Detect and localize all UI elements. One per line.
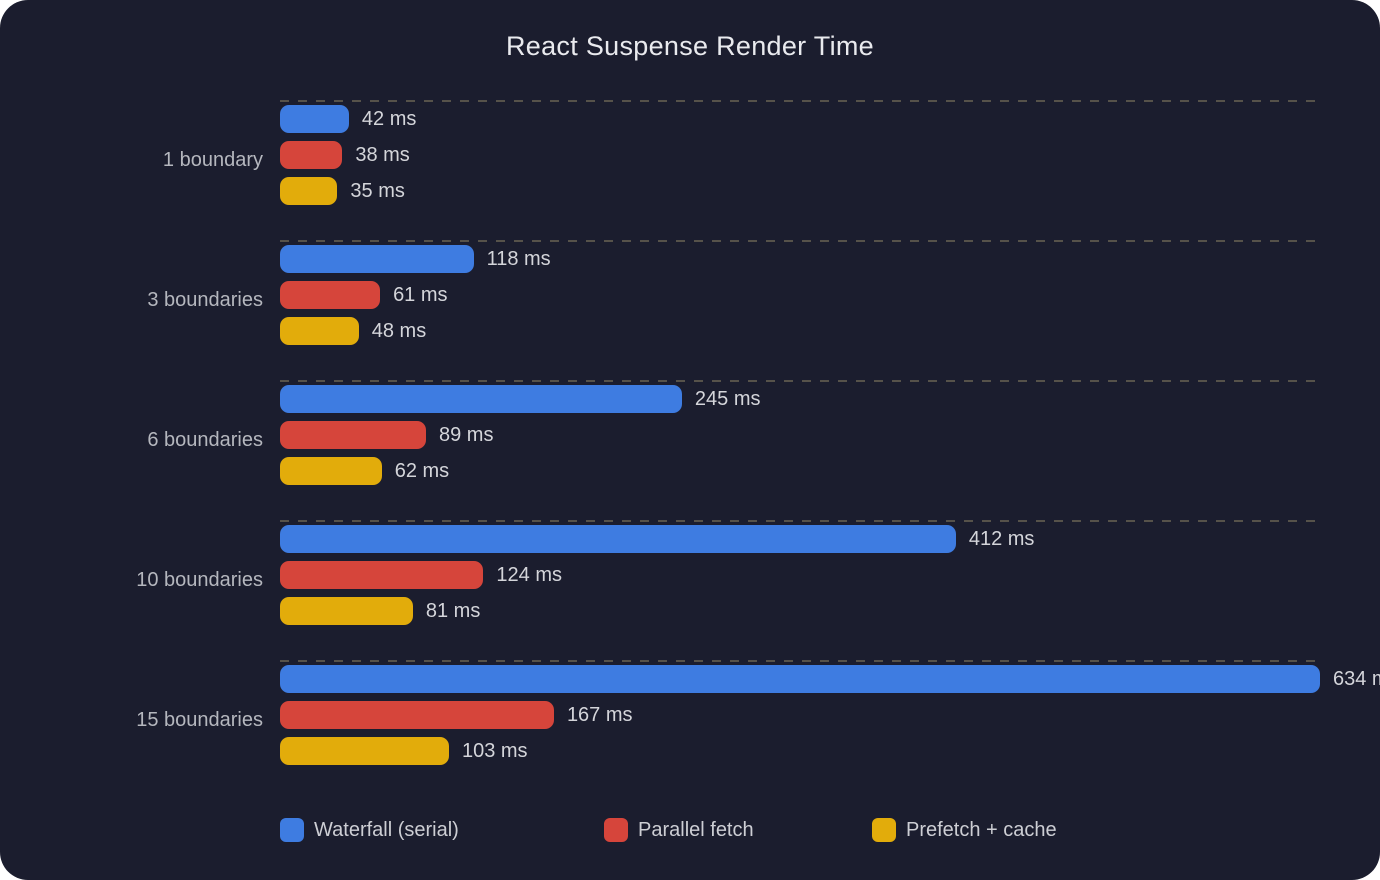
parallel-fetch-bar xyxy=(280,561,484,589)
group-separator xyxy=(280,660,1318,662)
prefetch-cache-swatch-icon xyxy=(872,818,896,842)
bar-value-label: 124 ms xyxy=(496,563,562,586)
bar-value-label: 48 ms xyxy=(371,319,427,342)
prefetch-cache-bar xyxy=(280,177,338,205)
waterfall-swatch-icon xyxy=(280,818,304,842)
waterfall-bar xyxy=(280,245,474,273)
bar-group-6-boundaries: 6 boundaries 245 ms 89 ms 62 ms xyxy=(0,380,1380,520)
bar-row: 48 ms xyxy=(280,317,551,345)
bar-cluster: 245 ms 89 ms 62 ms xyxy=(280,385,760,493)
parallel-fetch-swatch-icon xyxy=(604,818,628,842)
waterfall-bar xyxy=(280,665,1320,693)
bar-value-label: 38 ms xyxy=(355,143,410,166)
chart-title: React Suspense Render Time xyxy=(506,31,874,61)
category-label: 10 boundaries xyxy=(136,568,263,591)
bar-value-label: 81 ms xyxy=(425,599,481,622)
bar-row: 81 ms xyxy=(280,597,1034,625)
bar-group-3-boundaries: 3 boundaries 118 ms 61 ms 48 ms xyxy=(0,240,1380,380)
bar-row: 412 ms xyxy=(280,525,1034,553)
waterfall-bar xyxy=(280,105,349,133)
bar-value-label: 167 ms xyxy=(566,703,633,726)
bar-group-15-boundaries: 15 boundaries 634 ms 167 ms 103 ms xyxy=(0,660,1380,800)
group-separator xyxy=(280,100,1318,102)
legend-item-waterfall: Waterfall (serial) xyxy=(280,816,459,844)
bar-row: 89 ms xyxy=(280,421,760,449)
bar-row: 124 ms xyxy=(280,561,1034,589)
bar-value-label: 412 ms xyxy=(968,527,1035,550)
bar-row: 118 ms xyxy=(280,245,551,273)
bar-row: 35 ms xyxy=(280,177,416,205)
legend-item-parallel-fetch: Parallel fetch xyxy=(604,816,754,844)
bar-value-label: 103 ms xyxy=(461,739,528,762)
category-label: 15 boundaries xyxy=(136,708,263,731)
bar-value-label: 634 ms xyxy=(1333,667,1380,690)
parallel-fetch-bar xyxy=(280,141,343,169)
bar-value-label: 61 ms xyxy=(393,283,448,306)
legend-label: Parallel fetch xyxy=(638,818,754,841)
waterfall-bar xyxy=(280,385,682,413)
bar-cluster: 118 ms 61 ms 48 ms xyxy=(280,245,551,353)
parallel-fetch-bar xyxy=(280,701,554,729)
category-label: 3 boundaries xyxy=(147,288,263,311)
prefetch-cache-bar xyxy=(280,457,382,485)
parallel-fetch-bar xyxy=(280,421,426,449)
group-separator xyxy=(280,240,1318,242)
prefetch-cache-bar xyxy=(280,317,359,345)
waterfall-bar xyxy=(280,525,956,553)
parallel-fetch-bar xyxy=(280,281,381,309)
bar-row: 61 ms xyxy=(280,281,551,309)
category-label: 6 boundaries xyxy=(147,428,263,451)
bar-group-10-boundaries: 10 boundaries 412 ms 124 ms 81 ms xyxy=(0,520,1380,660)
bar-value-label: 118 ms xyxy=(486,247,551,270)
bar-value-label: 89 ms xyxy=(438,423,494,446)
prefetch-cache-bar xyxy=(280,597,413,625)
bar-row: 62 ms xyxy=(280,457,760,485)
legend: Waterfall (serial) Parallel fetch Prefet… xyxy=(0,816,1380,844)
bar-value-label: 35 ms xyxy=(350,179,405,202)
bar-groups: 1 boundary 42 ms 38 ms 35 ms 3 boundarie… xyxy=(0,100,1380,800)
bar-row: 38 ms xyxy=(280,141,416,169)
bar-value-label: 245 ms xyxy=(694,387,761,410)
bar-value-label: 42 ms xyxy=(361,107,417,130)
bar-row: 103 ms xyxy=(280,737,1380,765)
bar-row: 245 ms xyxy=(280,385,760,413)
legend-item-prefetch-cache: Prefetch + cache xyxy=(872,816,1057,844)
category-label: 1 boundary xyxy=(162,148,263,171)
bar-cluster: 412 ms 124 ms 81 ms xyxy=(280,525,1034,633)
bar-row: 42 ms xyxy=(280,105,416,133)
group-separator xyxy=(280,520,1318,522)
bar-group-1-boundary: 1 boundary 42 ms 38 ms 35 ms xyxy=(0,100,1380,240)
legend-label: Waterfall (serial) xyxy=(314,818,459,841)
prefetch-cache-bar xyxy=(280,737,449,765)
bar-cluster: 634 ms 167 ms 103 ms xyxy=(280,665,1380,773)
bar-cluster: 42 ms 38 ms 35 ms xyxy=(280,105,416,213)
group-separator xyxy=(280,380,1318,382)
bar-value-label: 62 ms xyxy=(394,459,450,482)
bar-row: 167 ms xyxy=(280,701,1380,729)
bar-row: 634 ms xyxy=(280,665,1380,693)
legend-label: Prefetch + cache xyxy=(906,818,1057,841)
